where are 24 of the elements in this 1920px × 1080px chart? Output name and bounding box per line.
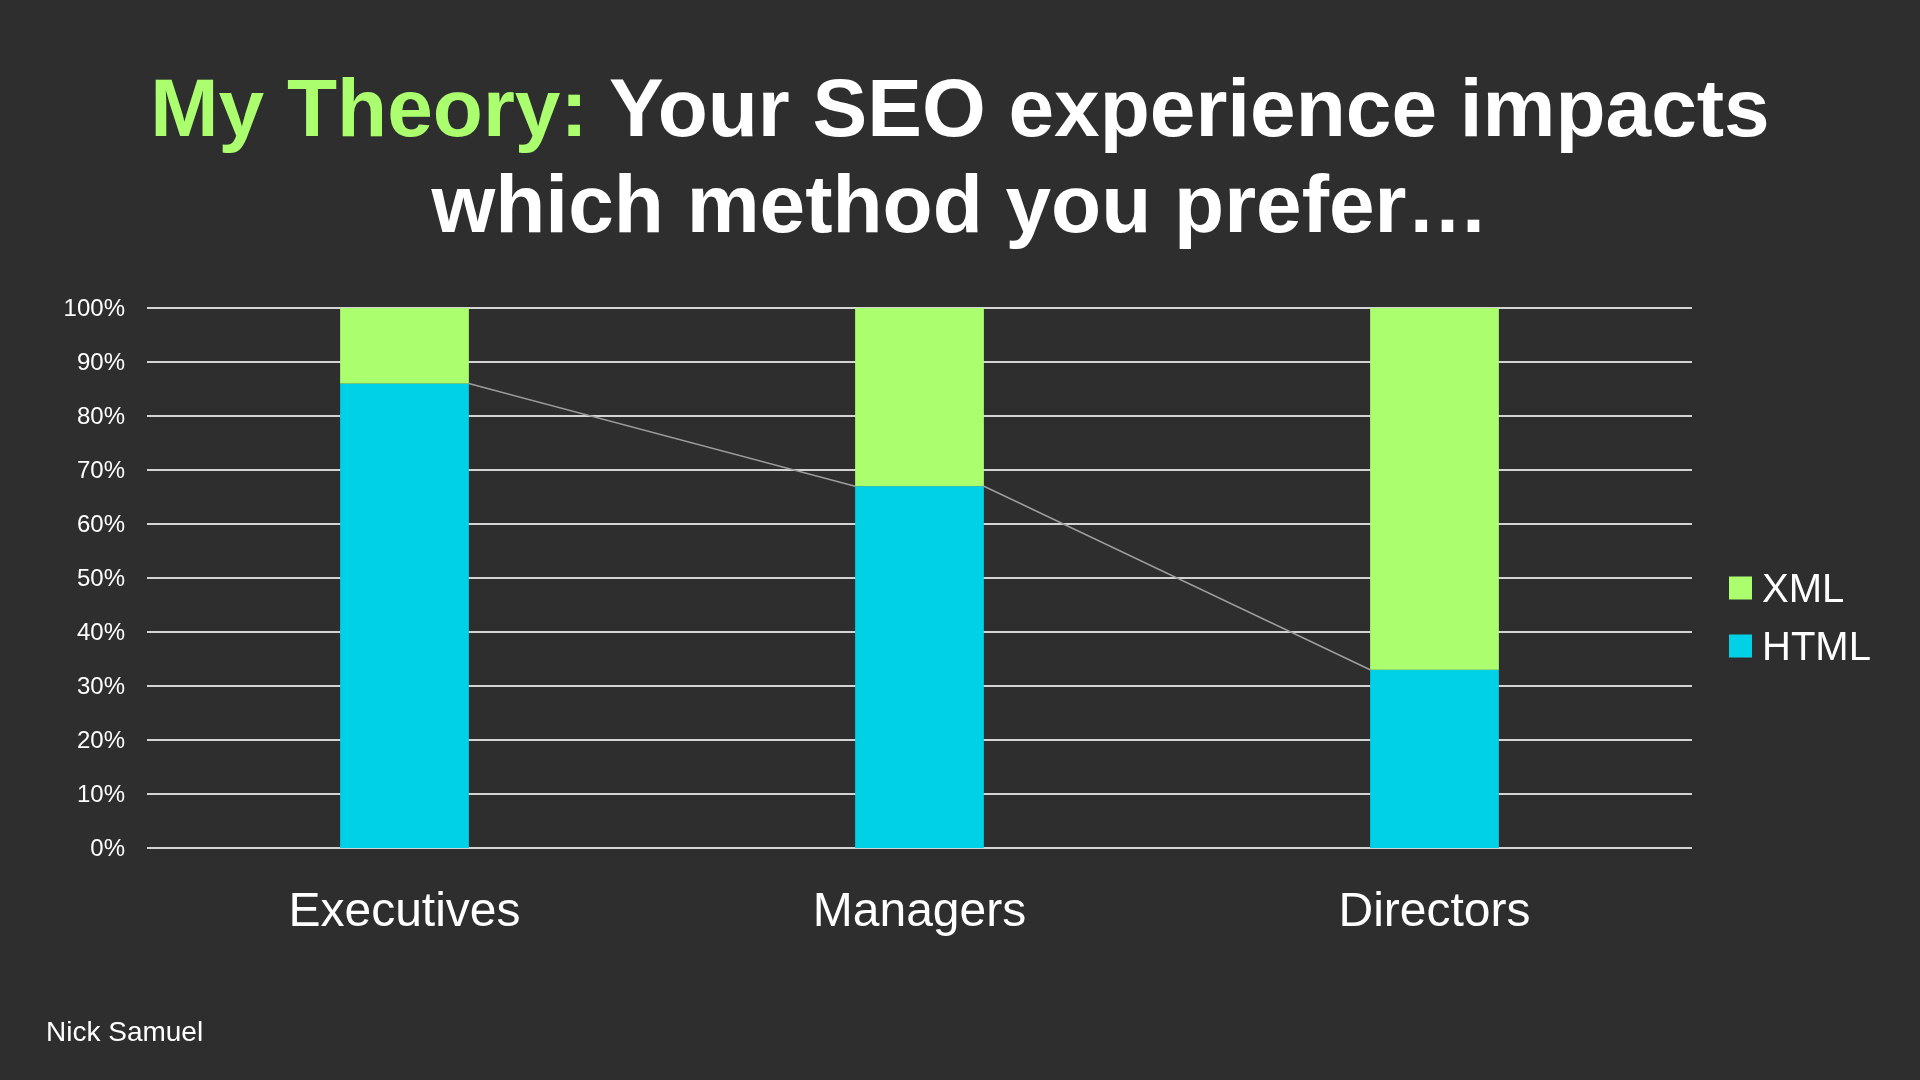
y-tick-label: 30% — [76, 672, 125, 700]
bar — [1370, 669, 1499, 848]
text: Nick Samuel — [46, 1016, 204, 1047]
y-tick-label: 20% — [76, 726, 125, 754]
bar — [340, 308, 469, 384]
y-tick-label: 90% — [76, 348, 125, 376]
y-tick-label: 80% — [76, 402, 125, 430]
y-tick-label: 50% — [76, 564, 125, 592]
bar — [1370, 308, 1499, 670]
x-tick-label: Managers — [812, 883, 1027, 936]
y-tick-label: 40% — [76, 618, 125, 646]
chart-title: My Theory: Your SEO experience impacts which method you prefer… — [150, 62, 1770, 249]
bar — [855, 308, 984, 487]
y-tick-label: 10% — [76, 780, 125, 808]
y-tick-label: 100% — [63, 294, 125, 322]
bar — [855, 486, 984, 848]
bar — [340, 383, 469, 848]
y-tick-label: 0% — [90, 834, 125, 862]
y-tick-label: 60% — [76, 510, 125, 538]
y-tick-label: 70% — [76, 456, 125, 484]
legend-label: HTML — [1762, 624, 1871, 669]
legend-label: XML — [1762, 566, 1845, 611]
x-tick-label: Executives — [288, 883, 521, 936]
x-tick-label: Directors — [1338, 883, 1531, 936]
